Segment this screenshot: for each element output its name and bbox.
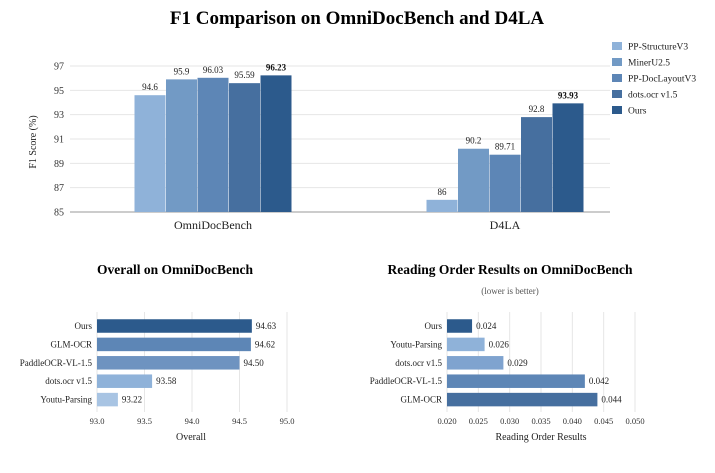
right-category-label: Ours [425,321,443,331]
right-x-tick-label: 0.020 [437,416,456,426]
legend-label: Ours [628,107,647,117]
legend-label: PP-StructureV3 [628,43,688,53]
legend-label: MinerU2.5 [628,59,670,69]
right-bar-value-label: 0.044 [601,395,622,405]
right-bar [447,337,485,352]
top-y-tick-label: 93 [54,110,64,121]
left-category-label: GLM-OCR [50,339,92,349]
right-x-tick-label: 0.035 [531,416,550,426]
right-bar-value-label: 0.024 [476,321,497,331]
right-x-tick-label: 0.045 [594,416,613,426]
right-bar [447,319,473,333]
left-bar [97,392,118,407]
right-bar [447,374,585,388]
left-category-label: dots.ocr v1.5 [45,376,92,386]
top-bar [489,154,521,212]
top-bar [521,117,552,212]
left-category-label: Ours [75,321,93,331]
top-bar-value-label: 94.6 [142,82,158,92]
right-chart-title: Reading Order Results on OmniDocBench [387,262,633,277]
top-legend: PP-StructureV3 MinerU2.5 PP-DocLayoutV3 dot… [612,42,696,117]
legend-swatch [612,74,622,82]
left-bar-value-label: 94.62 [255,339,275,349]
left-chart-title: Overall on OmniDocBench [97,262,253,277]
top-y-tick-label: 97 [54,62,64,73]
top-y-tick-label: 89 [54,159,64,170]
left-x-tick-label: 94.0 [185,416,200,426]
top-y-tick-label: 91 [54,135,64,146]
right-x-tick-label: 0.025 [469,416,488,426]
right-category-label: GLM-OCR [400,395,442,405]
right-bar [447,392,598,407]
top-y-tick-label: 95 [54,86,64,97]
top-bar-value-label: 96.23 [266,62,287,72]
top-y-axis-title: F1 Score (%) [28,115,39,168]
legend-label: dots.ocr v1.5 [628,91,678,101]
left-x-axis-title: Overall [176,432,206,443]
top-bar-value-label: 86 [438,187,448,197]
top-bar-value-label: 95.9 [174,66,190,76]
left-x-tick-label: 93.5 [137,416,152,426]
right-category-label: PaddleOCR-VL-1.5 [370,376,443,386]
left-bar-value-label: 94.50 [244,358,265,368]
top-bar-value-label: 95.59 [234,70,255,80]
legend-swatch [612,106,622,114]
top-bar-value-label: 90.2 [466,136,482,146]
top-bar-value-label: 92.8 [529,104,545,114]
left-category-label: Youtu-Parsing [40,395,92,405]
top-bar [260,75,292,212]
top-bar-value-label: 93.93 [558,90,579,100]
legend-label: PP-DocLayoutV3 [628,75,696,85]
right-bar-value-label: 0.029 [507,358,528,368]
top-y-tick-label: 87 [54,183,64,194]
top-bar [458,148,489,212]
legend-swatch [612,42,622,50]
left-bar-value-label: 94.63 [256,321,277,331]
top-bar-value-label: 89.71 [495,142,515,152]
top-x-category-label: D4LA [490,218,521,232]
legend-swatch [612,58,622,66]
right-x-tick-label: 0.040 [563,416,582,426]
top-bar [166,79,197,212]
left-bar [97,356,240,370]
right-bar-value-label: 0.042 [589,376,609,386]
top-bar [552,103,584,212]
right-bar-value-label: 0.026 [489,339,510,349]
top-y-tick-label: 85 [54,208,64,219]
right-category-label: Youtu-Parsing [390,339,442,349]
top-chart: 85 87 89 91 93 95 97 94.6 95.9 96.03 95.59 96.23 Omn… [54,62,610,232]
left-bar [97,319,252,333]
right-x-axis-title: Reading Order Results [495,432,586,443]
main-chart-title: F1 Comparison on OmniDocBench and D4LA [170,8,545,29]
left-x-tick-label: 94.5 [232,416,247,426]
left-category-label: PaddleOCR-VL-1.5 [20,358,93,368]
top-bar [134,95,166,212]
top-bar [197,77,229,212]
right-bar [447,356,504,370]
left-bar-value-label: 93.22 [122,395,142,405]
top-x-category-label: OmniDocBench [174,218,252,232]
top-bar-value-label: 96.03 [203,65,224,75]
left-bar [97,374,153,388]
right-x-tick-label: 0.030 [500,416,519,426]
right-category-label: dots.ocr v1.5 [395,358,442,368]
left-bar-value-label: 93.58 [156,376,177,386]
right-x-tick-label: 0.050 [625,416,644,426]
legend-swatch [612,90,622,98]
left-bar [97,337,251,352]
top-bar [426,199,458,212]
left-chart: 93.0 93.5 94.0 94.5 95.0 Ours 94.63 GLM-OCR 94.6… [20,312,295,426]
right-chart: 0.020 0.025 0.030 0.035 0.040 0.045 0.050 Ours 0… [370,312,645,426]
right-chart-note: (lower is better) [481,286,538,296]
top-bar [229,83,260,212]
left-x-tick-label: 95.0 [280,416,295,426]
left-x-tick-label: 93.0 [90,416,105,426]
